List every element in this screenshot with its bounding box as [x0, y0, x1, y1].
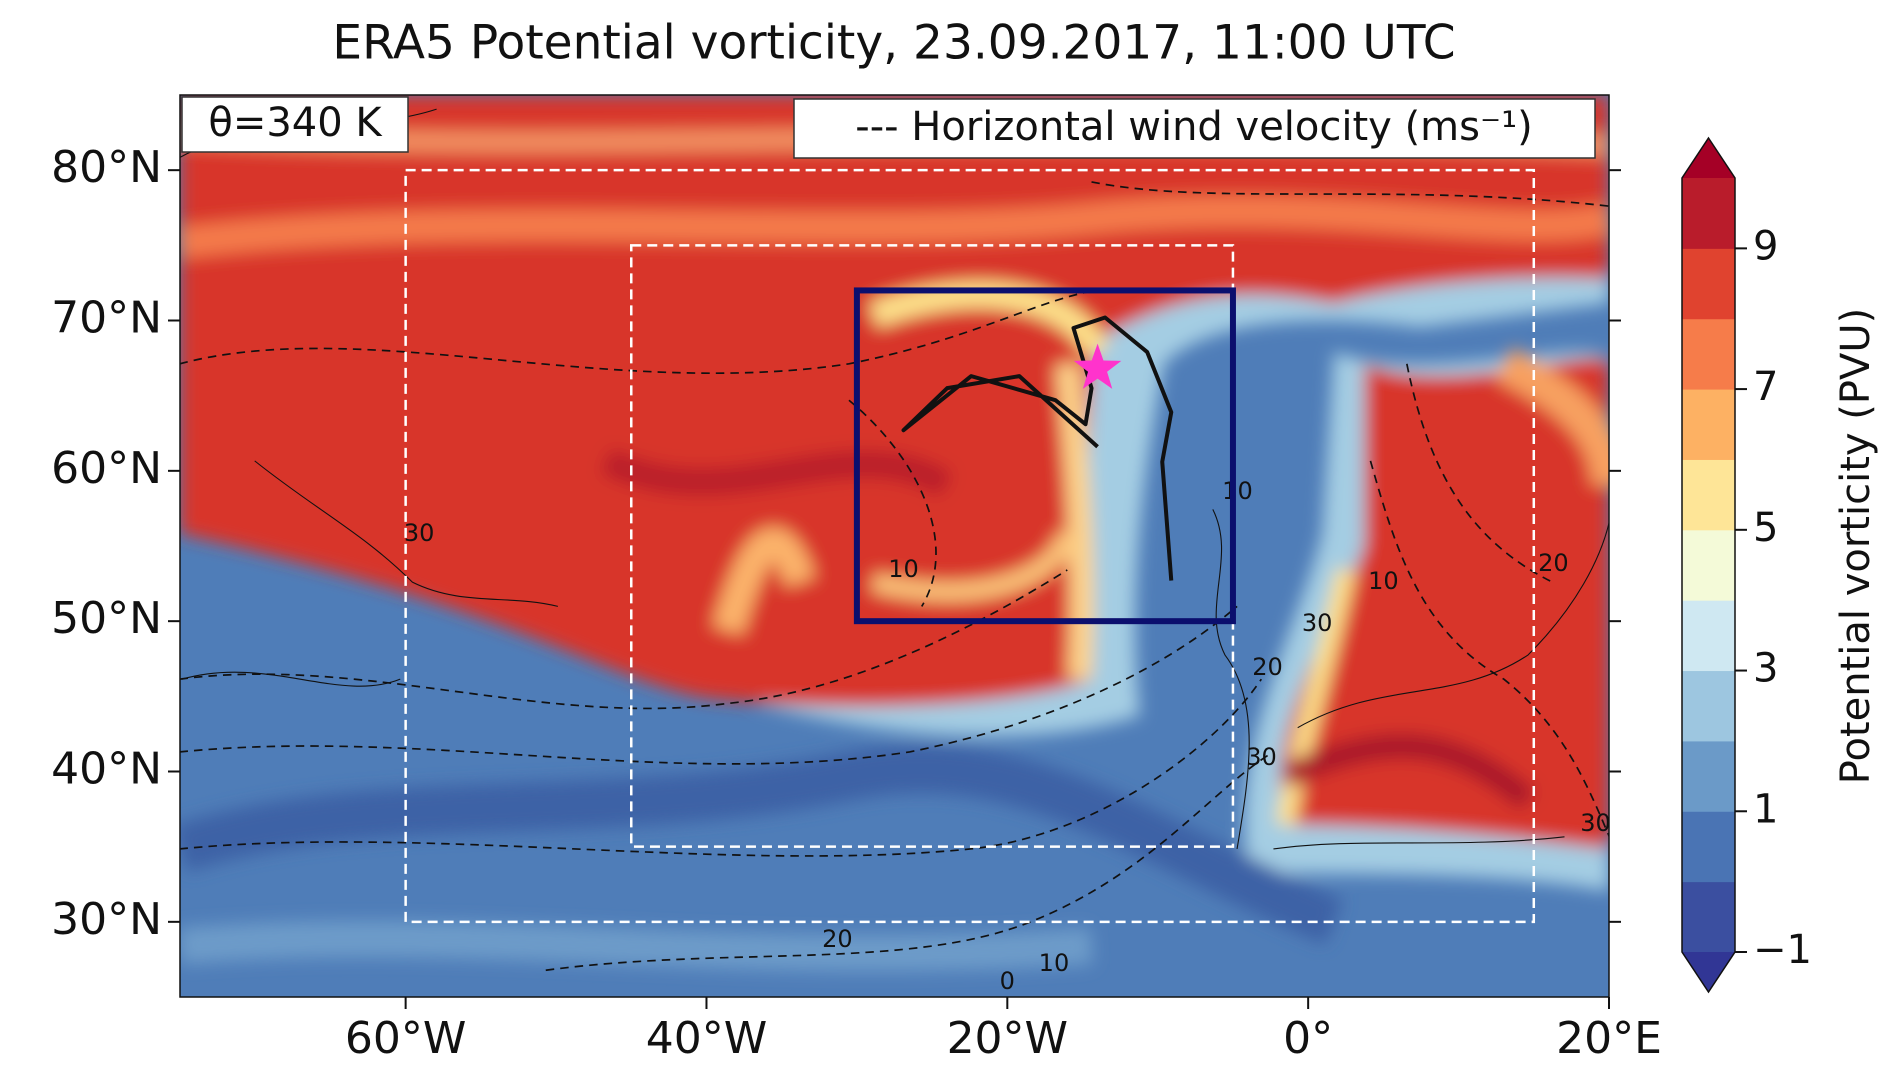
contour-label: 20: [1252, 653, 1283, 681]
colorbar-band: [1682, 318, 1735, 390]
contour-label: 30: [1302, 609, 1333, 637]
contour-label: 10: [1222, 477, 1253, 505]
y-tick-label: 70°N: [51, 293, 162, 344]
colorbar-tick-label: 7: [1753, 364, 1778, 410]
y-tick-label: 40°N: [51, 744, 162, 795]
contour-label: 30: [404, 519, 435, 547]
y-tick-label: 50°N: [51, 593, 162, 644]
x-tick-label: 40°W: [646, 1013, 768, 1064]
map-frame: [179, 94, 1610, 998]
contour-labels: 30 10 10 30 20 10 20 30 30 20 10 0: [404, 477, 1611, 995]
colorbar-tick-label: −1: [1753, 927, 1812, 973]
flight-track: [901, 315, 1174, 581]
level-label: θ=340 K: [208, 100, 383, 146]
colorbar-under: [1682, 952, 1735, 992]
colorbar-band: [1682, 178, 1735, 249]
colorbar-frame: [1681, 136, 1736, 994]
colorbar-tick-label: 3: [1753, 646, 1778, 692]
domain-box: [404, 168, 1536, 924]
map-title: ERA5 Potential vorticity, 23.09.2017, 11…: [332, 16, 1455, 71]
x-tick-label: 20°E: [1556, 1013, 1662, 1064]
legend-label: --- Horizontal wind velocity (ms⁻¹): [855, 104, 1532, 150]
contour-label: 20: [1538, 549, 1569, 577]
focus-box: [853, 287, 1236, 625]
colorbar-band: [1682, 600, 1735, 672]
colorbar-band: [1682, 881, 1735, 953]
colorbar-band: [1682, 459, 1735, 531]
legend-box: [793, 98, 1596, 159]
colorbar-over: [1682, 138, 1735, 178]
contour-label: 10: [1368, 567, 1399, 595]
contour-label: 30: [1580, 809, 1611, 837]
contour-label: 10: [1039, 949, 1070, 977]
y-tick-label: 80°N: [51, 142, 162, 193]
contour-label: 0: [1000, 967, 1015, 995]
colorbar-tick-label: 1: [1753, 786, 1778, 832]
x-tick-label: 20°W: [947, 1013, 1069, 1064]
x-tick-label: 60°W: [345, 1013, 467, 1064]
contour-label: 10: [888, 555, 919, 583]
colorbar-band: [1682, 740, 1735, 812]
colorbar-tick-label: 5: [1753, 505, 1778, 551]
colorbar-band: [1682, 670, 1735, 742]
y-tick-label: 30°N: [51, 894, 162, 945]
y-tick-label: 60°N: [51, 443, 162, 494]
map-field: [180, 95, 1609, 997]
x-tick-label: 0°: [1283, 1013, 1333, 1064]
colorbar-band: [1682, 529, 1735, 601]
level-box: [181, 96, 409, 153]
colorbar-label: Potential vorticity (PVU): [1833, 308, 1879, 784]
contour-label: 20: [822, 925, 853, 953]
star-marker: [1073, 343, 1122, 389]
colorbar-band: [1682, 248, 1735, 320]
colorbar-tick-label: 9: [1753, 223, 1778, 269]
contour-label: 30: [1246, 743, 1277, 771]
colorbar-band: [1682, 389, 1735, 460]
colorbar-band: [1682, 811, 1735, 883]
